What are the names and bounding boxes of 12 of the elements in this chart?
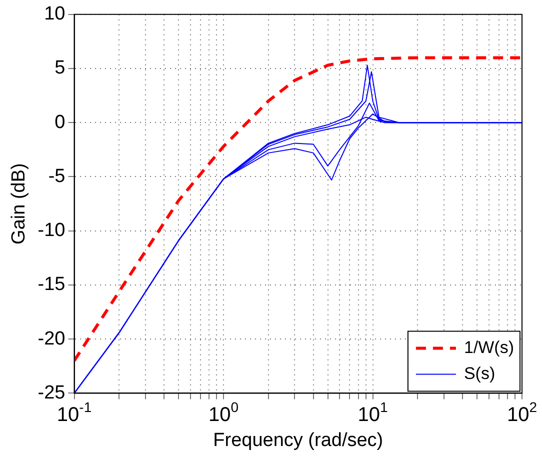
y-tick-label: 5 bbox=[54, 58, 66, 79]
y-tick-label: -25 bbox=[38, 382, 66, 404]
x-axis-title: Frequency (rad/sec) bbox=[213, 430, 384, 451]
y-tick-label: -10 bbox=[38, 220, 66, 242]
y-tick-label: 0 bbox=[54, 112, 66, 133]
y-tick-label: 10 bbox=[44, 4, 66, 25]
legend-label: 1/W(s) bbox=[464, 338, 514, 357]
y-tick-label: -20 bbox=[38, 328, 66, 350]
y-axis-title: Gain (dB) bbox=[8, 163, 30, 244]
y-tick-label: -15 bbox=[38, 274, 66, 296]
y-tick-label: -5 bbox=[48, 166, 66, 187]
legend-label: S(s) bbox=[464, 364, 496, 383]
